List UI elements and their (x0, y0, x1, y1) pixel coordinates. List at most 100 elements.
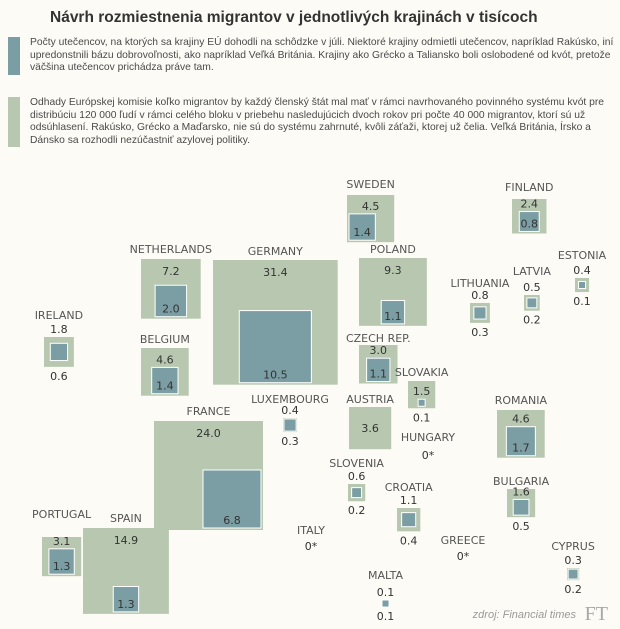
agreed-square-estonia (578, 281, 587, 290)
agreed-square-lithuania (473, 306, 487, 320)
agreed-value-germany: 10.5 (263, 369, 288, 382)
agreed-value-latvia: 0.2 (523, 314, 541, 327)
agreed-square-poland (380, 300, 406, 325)
country-label-latvia: LATVIA (513, 265, 552, 278)
agreed-value-poland: 1.1 (384, 310, 402, 323)
proposed-value-slovenia: 0.6 (348, 470, 366, 483)
agreed-value-belgium: 1.4 (156, 380, 174, 393)
agreed-value-lithuania: 0.3 (471, 326, 489, 339)
legend-text-agreed: Počty utečencov, na ktorých sa krajiny E… (30, 37, 614, 74)
country-label-poland: POLAND (370, 243, 416, 256)
proposed-value-latvia: 0.5 (523, 281, 541, 294)
proposed-value-netherlands: 7.2 (162, 265, 180, 278)
country-label-romania: ROMANIA (495, 394, 548, 407)
country-label-lithuania: LITHUANIA (450, 277, 509, 290)
value-label-hungary: 0* (422, 449, 435, 462)
agreed-square-bulgaria (512, 498, 530, 516)
proposed-value-bulgaria: 1.6 (512, 485, 530, 498)
agreed-value-bulgaria: 0.5 (512, 520, 530, 533)
country-label-luxembourg: LUXEMBOURG (251, 393, 329, 406)
agreed-value-slovenia: 0.2 (348, 504, 366, 517)
proposed-value-sweden: 4.5 (362, 200, 380, 213)
legend-text-proposed: Odhady Európskej komisie koľko migrantov… (30, 97, 605, 146)
agreed-value-czech-rep: 1.1 (370, 368, 388, 381)
agreed-square-finland (518, 211, 540, 232)
agreed-square-czech-rep (366, 357, 391, 383)
agreed-square-germany (238, 310, 312, 384)
proposed-value-cyprus: 0.3 (564, 554, 582, 567)
agreed-value-cyprus: 0.2 (564, 583, 582, 596)
agreed-square-sweden (348, 213, 376, 241)
agreed-square-slovakia (417, 398, 426, 407)
country-label-ireland: IRELAND (35, 309, 83, 322)
value-label-italy: 0* (305, 540, 318, 553)
agreed-value-slovakia: 0.1 (413, 411, 431, 424)
proposed-value-lithuania: 0.8 (471, 289, 489, 302)
agreed-value-luxembourg: 0.3 (281, 435, 299, 448)
country-label-greece: GREECE (441, 534, 486, 547)
proposed-value-spain: 14.9 (114, 534, 139, 547)
agreed-square-romania (505, 426, 536, 457)
proposed-value-estonia: 0.4 (573, 264, 591, 277)
agreed-value-portugal: 1.3 (53, 560, 71, 573)
country-label-hungary: HUNGARY (401, 431, 456, 444)
agreed-square-croatia (401, 512, 417, 528)
proposed-value-czech-rep: 3.0 (370, 344, 388, 357)
proposed-value-malta: 0.1 (377, 586, 395, 599)
proposed-square-austria (349, 407, 392, 450)
country-label-spain: SPAIN (110, 512, 142, 525)
agreed-square-belgium (151, 366, 179, 395)
agreed-square-luxembourg (283, 418, 297, 432)
legend-swatch-proposed (8, 97, 20, 147)
country-label-belgium: BELGIUM (140, 333, 190, 346)
proposed-value-france: 24.0 (196, 427, 221, 440)
agreed-square-slovenia (351, 487, 363, 499)
agreed-square-spain (112, 586, 140, 613)
chart-title: Návrh rozmiestnenia migrantov v jednotli… (50, 9, 538, 26)
source-note: zdroj: Financial times (472, 609, 576, 621)
agreed-value-croatia: 0.4 (400, 534, 418, 547)
agreed-square-ireland (49, 342, 69, 362)
agreed-value-ireland: 0.6 (50, 370, 68, 383)
proposed-value-poland: 9.3 (384, 264, 402, 277)
agreed-square-portugal (48, 548, 75, 575)
ft-logo: FT (584, 603, 608, 625)
agreed-value-malta: 0.1 (377, 610, 395, 623)
country-label-czech-rep: CZECH REP. (346, 332, 411, 345)
country-label-portugal: PORTUGAL (32, 508, 92, 521)
agreed-square-netherlands (154, 284, 188, 318)
agreed-value-romania: 1.7 (512, 442, 530, 455)
agreed-value-netherlands: 2.0 (162, 303, 180, 316)
proposed-value-ireland: 1.8 (50, 323, 68, 336)
agreed-square-latvia (526, 297, 538, 309)
proposed-value-austria: 3.6 (361, 422, 379, 435)
proposed-value-finland: 2.4 (520, 198, 538, 211)
agreed-value-france: 6.8 (223, 514, 241, 527)
country-label-slovenia: SLOVENIA (329, 457, 384, 470)
country-label-cyprus: CYPRUS (551, 540, 595, 553)
proposed-value-belgium: 4.6 (156, 353, 174, 366)
legend-swatch-agreed (8, 37, 20, 75)
country-label-sweden: SWEDEN (346, 178, 394, 191)
agreed-square-malta (381, 599, 390, 608)
proposed-value-slovakia: 1.5 (413, 385, 431, 398)
country-label-estonia: ESTONIA (558, 249, 607, 262)
value-label-greece: 0* (457, 550, 470, 563)
country-label-netherlands: NETHERLANDS (130, 243, 212, 256)
country-label-bulgaria: BULGARIA (493, 475, 550, 488)
country-label-finland: FINLAND (505, 181, 553, 194)
country-label-malta: MALTA (368, 569, 403, 582)
country-label-croatia: CROATIA (385, 481, 433, 494)
country-label-germany: GERMANY (248, 245, 303, 258)
agreed-square-cyprus (567, 568, 579, 580)
proposed-value-portugal: 3.1 (53, 535, 71, 548)
agreed-value-sweden: 1.4 (353, 226, 371, 239)
proposed-value-croatia: 1.1 (400, 494, 418, 507)
proposed-value-romania: 4.6 (512, 413, 530, 426)
agreed-value-estonia: 0.1 (573, 295, 591, 308)
country-label-italy: ITALY (297, 524, 325, 537)
proposed-value-luxembourg: 0.4 (281, 404, 299, 417)
country-label-slovakia: SLOVAKIA (395, 366, 449, 379)
agreed-value-spain: 1.3 (117, 598, 135, 611)
